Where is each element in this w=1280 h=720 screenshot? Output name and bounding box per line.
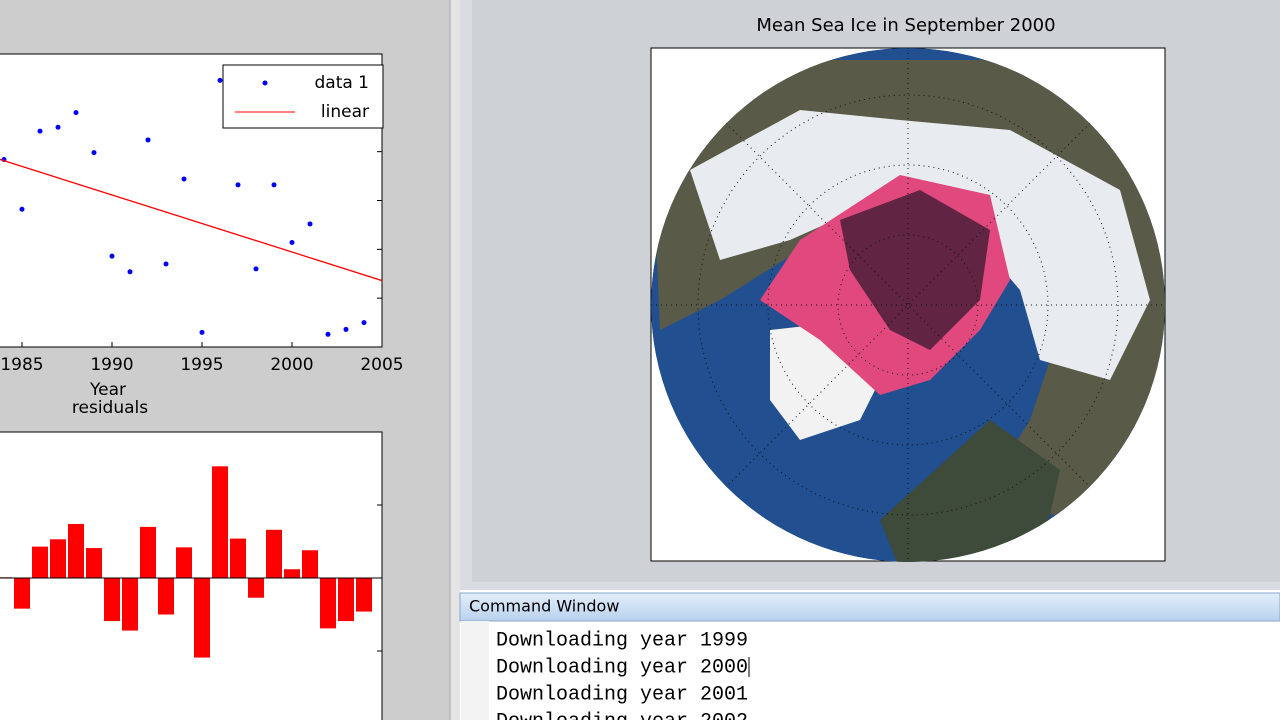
data-point [271, 182, 277, 188]
x-tick-label: 2005 [360, 355, 403, 375]
data-point [199, 329, 205, 335]
x-tick-label: 1985 [0, 355, 43, 375]
bar [338, 578, 354, 622]
bar [248, 578, 264, 598]
data-point [181, 176, 187, 182]
command-line: Downloading year 1999 [496, 629, 748, 652]
data-point [163, 261, 169, 267]
x-tick-label: 1990 [90, 355, 133, 375]
data-point [235, 182, 241, 188]
x-axis-label: Year [89, 380, 126, 400]
data-point [253, 266, 259, 272]
data-point [289, 239, 295, 245]
bar [176, 547, 192, 578]
bar [284, 569, 300, 578]
bar [14, 578, 30, 609]
data-point [19, 206, 25, 212]
x-tick-label: 1995 [180, 355, 223, 375]
command-line: Downloading year 2000 [496, 656, 748, 679]
command-window-title: Command Window [469, 597, 619, 616]
plot-title: residuals [72, 398, 148, 418]
data-point [73, 110, 79, 116]
data-point [145, 137, 151, 143]
snow [690, 110, 1150, 380]
splitter[interactable] [450, 0, 460, 720]
legend-label: linear [321, 102, 369, 122]
data-point [91, 150, 97, 156]
bar [104, 578, 120, 622]
data-point [343, 326, 349, 332]
bar [266, 529, 282, 578]
x-tick-label: 2000 [270, 355, 313, 375]
data-point [127, 269, 133, 275]
bar [194, 578, 210, 658]
bar [212, 466, 228, 578]
data-point [307, 221, 313, 227]
command-line: Downloading year 2002 [496, 710, 748, 720]
bar [32, 546, 48, 578]
gutter [461, 621, 489, 720]
fit-line [0, 158, 383, 282]
legend [222, 64, 384, 129]
data-point [37, 128, 43, 134]
bar [86, 548, 102, 578]
data-point [325, 331, 331, 337]
graticule [651, 48, 1165, 562]
thick-ice [840, 190, 990, 350]
command-window-header [459, 592, 1280, 622]
data-point [55, 124, 61, 130]
bar [230, 538, 246, 578]
data-point [109, 253, 115, 259]
bar [356, 578, 372, 612]
data-point [217, 77, 223, 83]
legend-swatch [262, 80, 268, 86]
scandinavia [880, 420, 1060, 562]
bar [158, 578, 174, 615]
bar [68, 523, 84, 578]
command-output: Downloading year 1999 Downloading year 20… [496, 629, 750, 720]
map-title: Mean Sea Ice in September 2000 [756, 15, 1055, 36]
legend-label: data 1 [314, 73, 369, 93]
bar [320, 578, 336, 629]
bar [50, 539, 66, 578]
bar [122, 578, 138, 631]
bar [302, 550, 318, 578]
data-point [361, 320, 367, 326]
command-line: Downloading year 2001 [496, 683, 748, 706]
bar [140, 526, 156, 578]
left-plots: 1985 1990 1995 2000 2005 Year data 1 linear resi… [0, 53, 404, 720]
sea-ice-map [651, 48, 1165, 562]
